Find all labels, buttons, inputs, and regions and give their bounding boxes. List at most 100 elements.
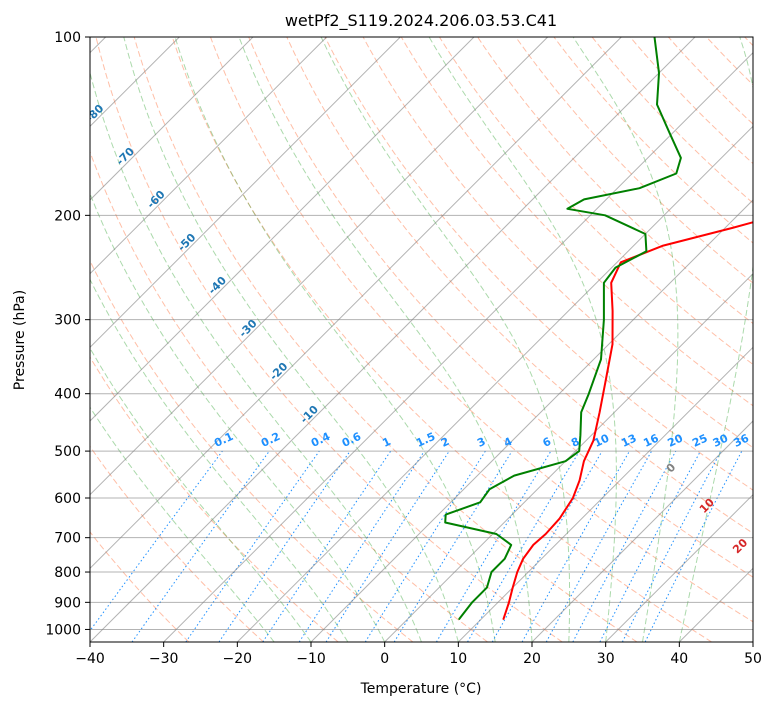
dry-adiabat [438, 37, 753, 365]
moist-adiabat [572, 37, 679, 642]
isotherm-line [90, 37, 401, 349]
isotherm-line [752, 641, 753, 642]
moist-adiabat-label: -40 [206, 274, 229, 297]
y-tick-label: 100 [54, 30, 81, 46]
isotherm-line [678, 567, 753, 642]
mixing-ratio-label: 3 [475, 435, 487, 450]
mixing-ratio-label: 6 [541, 435, 554, 450]
y-tick-label: 1000 [45, 622, 81, 638]
mixing-ratio-label: 13 [619, 432, 638, 450]
grid-lines [90, 37, 753, 642]
background-lines [90, 37, 753, 642]
moist-adiabat-label: -70 [114, 145, 137, 168]
mixing-ratio-line [467, 450, 580, 642]
y-tick-label: 900 [54, 595, 81, 611]
mixing-ratio-label: 0.4 [309, 430, 332, 450]
dry-adiabat [553, 37, 753, 244]
mixing-ratio-line [131, 450, 270, 642]
moist-adiabat-label: -10 [298, 403, 321, 426]
dry-adiabat [90, 150, 488, 642]
x-axis-title: Temperature (°C) [360, 681, 482, 697]
x-tick-label: 20 [523, 651, 541, 667]
y-axis-title: Pressure (hPa) [12, 290, 28, 390]
moist-adiabat [238, 37, 533, 642]
isotherm-line [605, 493, 753, 642]
x-tick-label: 40 [670, 651, 688, 667]
isotherm-line [163, 51, 753, 642]
moist-adiabat [90, 192, 386, 642]
mixing-ratio-line [262, 450, 392, 642]
isotherm-line [90, 37, 622, 570]
x-tick-label: 30 [597, 651, 615, 667]
isotherm-line [90, 37, 328, 275]
mixing-ratio-line [325, 450, 450, 642]
dewpoint-profile [444, 37, 682, 620]
plot-frame [89, 36, 754, 643]
mixing-ratio-line [572, 450, 677, 642]
moist-adiabat [174, 37, 496, 642]
moist-adiabat [90, 406, 275, 642]
mixing-ratio-label: 0.1 [212, 430, 235, 450]
dry-adiabat [629, 37, 753, 165]
moist-adiabat [428, 37, 617, 642]
mixing-ratio-label: 10 [592, 431, 612, 449]
mixing-ratio-line [218, 450, 351, 642]
y-tick-label: 200 [54, 208, 81, 224]
dry-adiabat [90, 531, 190, 642]
moist-adiabat-label: -80 [83, 102, 106, 125]
x-tick-label: −40 [75, 651, 105, 667]
isotherm-line [310, 199, 753, 642]
x-tick-label: 10 [449, 651, 467, 667]
thermal-label: 30 [763, 576, 775, 596]
moist-adiabat-label: -100 [22, 10, 51, 39]
moist-adiabat-label: -60 [144, 188, 167, 211]
mixing-ratio-label: 20 [666, 431, 686, 449]
x-tick-label: −20 [223, 651, 253, 667]
mixing-ratio-label: 1.5 [414, 430, 437, 450]
moist-adiabat [90, 70, 422, 642]
x-tick-label: −30 [149, 651, 179, 667]
dry-adiabat [668, 37, 753, 125]
mixing-ratio-line [90, 450, 223, 632]
thermal-label: 20 [730, 536, 750, 556]
mixing-ratio-label: 36 [732, 431, 752, 449]
isotherm-line [90, 37, 696, 642]
x-tick-label: −10 [296, 651, 326, 667]
dry-adiabat [324, 37, 753, 491]
moist-adiabat-label: -50 [175, 231, 198, 254]
sounding-profiles [444, 37, 753, 620]
moist-adiabat-label: -20 [267, 360, 290, 383]
mixing-ratio-line [545, 450, 653, 642]
y-tick-label: 700 [54, 531, 81, 547]
x-tick-label: 50 [744, 651, 762, 667]
y-tick-label: 500 [54, 444, 81, 460]
dry-adiabat [90, 445, 264, 642]
mixing-ratio-line [185, 450, 320, 642]
dry-adiabat [744, 37, 753, 47]
mixing-ratio-label: 2 [439, 435, 451, 450]
temperature-profile [502, 221, 753, 620]
y-tick-label: 400 [54, 387, 81, 403]
isotherm-line [90, 37, 475, 422]
isotherm-line [457, 346, 753, 642]
dry-adiabat [286, 37, 753, 534]
chart-title: wetPf2_S119.2024.206.03.53.C41 [285, 11, 557, 31]
dry-adiabat [477, 37, 753, 325]
dry-adiabat [591, 37, 753, 204]
y-axis-ticks: 100 200 300 400 500 600 700 800 900 1000 [45, 30, 90, 638]
dry-adiabat [90, 356, 339, 642]
mixing-ratio-line [435, 450, 552, 642]
dry-adiabat [133, 37, 638, 642]
thermal-label: 10 [697, 496, 717, 516]
dry-adiabat [90, 259, 414, 642]
moist-adiabat-label: -90 [52, 59, 75, 82]
isotherm-line [90, 37, 549, 496]
y-tick-label: 300 [54, 313, 81, 329]
moist-adiabat [678, 37, 753, 642]
moist-adiabat [123, 37, 459, 642]
mixing-ratio-label: 16 [641, 431, 661, 449]
mixing-ratio-line [298, 450, 425, 642]
y-tick-label: 800 [54, 565, 81, 581]
isotherm-line [531, 420, 753, 642]
dry-adiabat [95, 37, 563, 642]
